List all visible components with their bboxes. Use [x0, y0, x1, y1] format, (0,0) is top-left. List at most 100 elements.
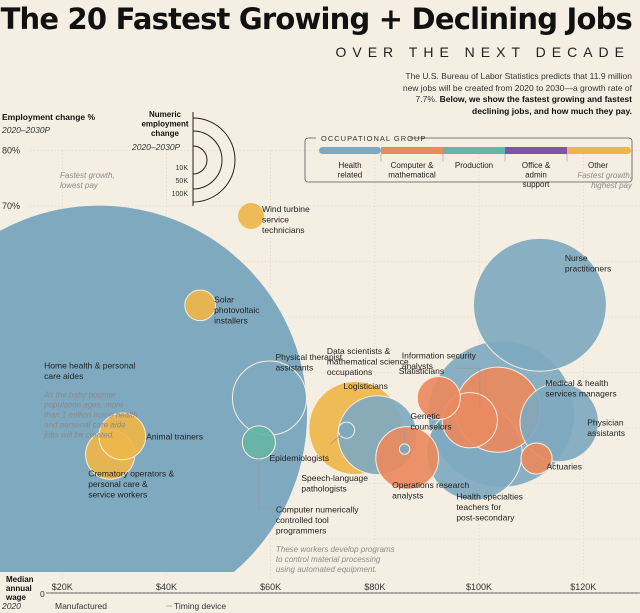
- bubble-label: installers: [214, 315, 248, 325]
- group-legend-label: mathematical: [388, 171, 436, 180]
- group-legend-label: Health: [338, 161, 361, 170]
- bubble-solar-photovoltaic-installers[interactable]: [184, 289, 216, 322]
- bubble-label: Logisticians: [343, 381, 387, 391]
- bubble-label: Nurse: [565, 253, 588, 263]
- size-legend-label: 50K: [176, 178, 189, 185]
- bubble-label: Operations research: [392, 480, 469, 490]
- size-legend-arc: [192, 130, 223, 190]
- page-title: The 20 Fastest Growing + Declining Jobs: [0, 2, 633, 36]
- bubble-label: assistants: [275, 363, 313, 373]
- x-tick-label: $60K: [260, 582, 281, 592]
- bubble-label: analysts: [402, 361, 433, 371]
- bubble-label: services managers: [545, 389, 616, 399]
- bubble-label: photovoltaic: [214, 305, 260, 315]
- y-axis-title: Employment change %: [2, 112, 95, 122]
- bubble-label: Speech-language: [301, 473, 368, 483]
- bubble-label: Wind turbine: [262, 204, 310, 214]
- bubble-nurse-practitioners[interactable]: [472, 237, 607, 372]
- x-axis-title: annual: [6, 584, 32, 593]
- group-legend-label: Other: [588, 161, 608, 170]
- bubble-label: Physical therapist: [275, 352, 342, 362]
- bubble-note: to control material processing: [276, 555, 381, 564]
- leader-line: [258, 448, 271, 509]
- bubble-note: than 1 million home health: [44, 411, 138, 420]
- corner-note-left: lowest pay: [60, 181, 99, 190]
- bubble-wind-turbine-service-technicians[interactable]: [237, 202, 265, 230]
- bubble-label: Genetic: [411, 411, 441, 421]
- bubble-label: Health specialties: [456, 491, 523, 501]
- group-swatch: [319, 147, 381, 154]
- bubble-genetic-counselors[interactable]: [398, 443, 411, 455]
- bubble-label: personal care &: [88, 479, 148, 489]
- bubble-label: practitioners: [565, 263, 611, 273]
- intro-bold: Below, we show the fastest growing and f…: [439, 94, 632, 116]
- bubble-statisticians[interactable]: [416, 375, 461, 421]
- bubble-label: analysts: [392, 490, 423, 500]
- bubble-label: Home health & personal: [44, 361, 135, 371]
- bubble-label: assistants: [587, 428, 625, 438]
- bubble-label: pathologists: [301, 484, 346, 494]
- bubble-label: teachers for: [456, 502, 501, 512]
- size-legend-title: Numeric: [149, 110, 182, 119]
- size-legend-subtitle: 2020–2030P: [131, 142, 181, 152]
- bubble-note: As the baby boomer: [43, 391, 116, 400]
- corner-note-right: Fastest growth,: [577, 171, 632, 180]
- size-legend-title: change: [151, 129, 180, 138]
- group-legend-label: related: [338, 171, 362, 180]
- size-legend-label: 100K: [172, 191, 189, 198]
- bubble-label: counselors: [411, 422, 452, 432]
- bubble-note: population ages, more: [43, 401, 124, 410]
- bubble-label: technicians: [262, 225, 305, 235]
- bubble-label: Physician: [587, 417, 624, 427]
- bubble-note: jobs will be created.: [43, 431, 114, 440]
- group-legend-box: [304, 137, 633, 183]
- x-tick-label: $100K: [466, 582, 492, 592]
- bubble-label: mathematical science: [327, 357, 409, 367]
- bubble-note: and personal care aide: [44, 421, 126, 430]
- bubble-label: Animal trainers: [146, 431, 203, 441]
- bubble-epidemiologists[interactable]: [337, 421, 356, 439]
- group-legend-title: OCCUPATIONAL GROUP: [321, 134, 426, 143]
- bubble-physician-assistants[interactable]: [519, 382, 600, 463]
- y-tick-label: 70%: [2, 201, 20, 211]
- corner-note-left: Fastest growth,: [60, 171, 115, 180]
- x-tick-label: $40K: [156, 582, 177, 592]
- group-swatch: [505, 147, 567, 154]
- group-legend-label: Production: [455, 161, 493, 170]
- bubble-label: Epidemiologists: [270, 453, 330, 463]
- leader-line: [456, 367, 481, 407]
- x-zero-label: 0: [40, 589, 45, 599]
- bubble-label: occupations: [327, 367, 372, 377]
- x-axis-title: wage: [5, 593, 27, 602]
- group-swatch: [567, 147, 629, 154]
- bubble-label: Computer numerically: [276, 504, 359, 514]
- footer-label-manufactured: Manufactured: [55, 601, 107, 611]
- group-swatch: [443, 147, 505, 154]
- group-legend-label: Office &: [522, 161, 551, 170]
- bubble-label: Statisticians: [399, 366, 444, 376]
- x-tick-label: $20K: [52, 582, 73, 592]
- bubble-label: service: [262, 214, 289, 224]
- group-legend-label: support: [523, 180, 550, 189]
- x-tick-label: $120K: [570, 582, 596, 592]
- group-swatch: [381, 147, 443, 154]
- y-tick-label: 80%: [2, 146, 20, 156]
- x-axis-subtitle: 2020: [1, 601, 21, 611]
- bubble-note: These workers develop programs: [276, 545, 395, 554]
- bubble-actuaries[interactable]: [520, 442, 553, 475]
- bubble-label: care aides: [44, 371, 83, 381]
- bubble-label: Information security: [402, 351, 477, 361]
- size-legend-title: employment: [141, 120, 188, 129]
- group-legend-label: admin: [525, 171, 547, 180]
- bubble-operations-research-analysts[interactable]: [375, 426, 440, 490]
- x-tick-label: $80K: [364, 582, 385, 592]
- bubble-label: Crematory operators &: [88, 469, 174, 479]
- bubble-label: controlled tool: [276, 515, 329, 525]
- bubble-layer: [0, 202, 607, 613]
- size-legend-label: 10K: [176, 165, 189, 172]
- group-legend-label: Computer &: [391, 161, 434, 170]
- bubble-animal-trainers[interactable]: [98, 412, 147, 461]
- bubble-label: service workers: [88, 490, 147, 500]
- bubble-home-health-personal-care-aides[interactable]: [0, 204, 308, 613]
